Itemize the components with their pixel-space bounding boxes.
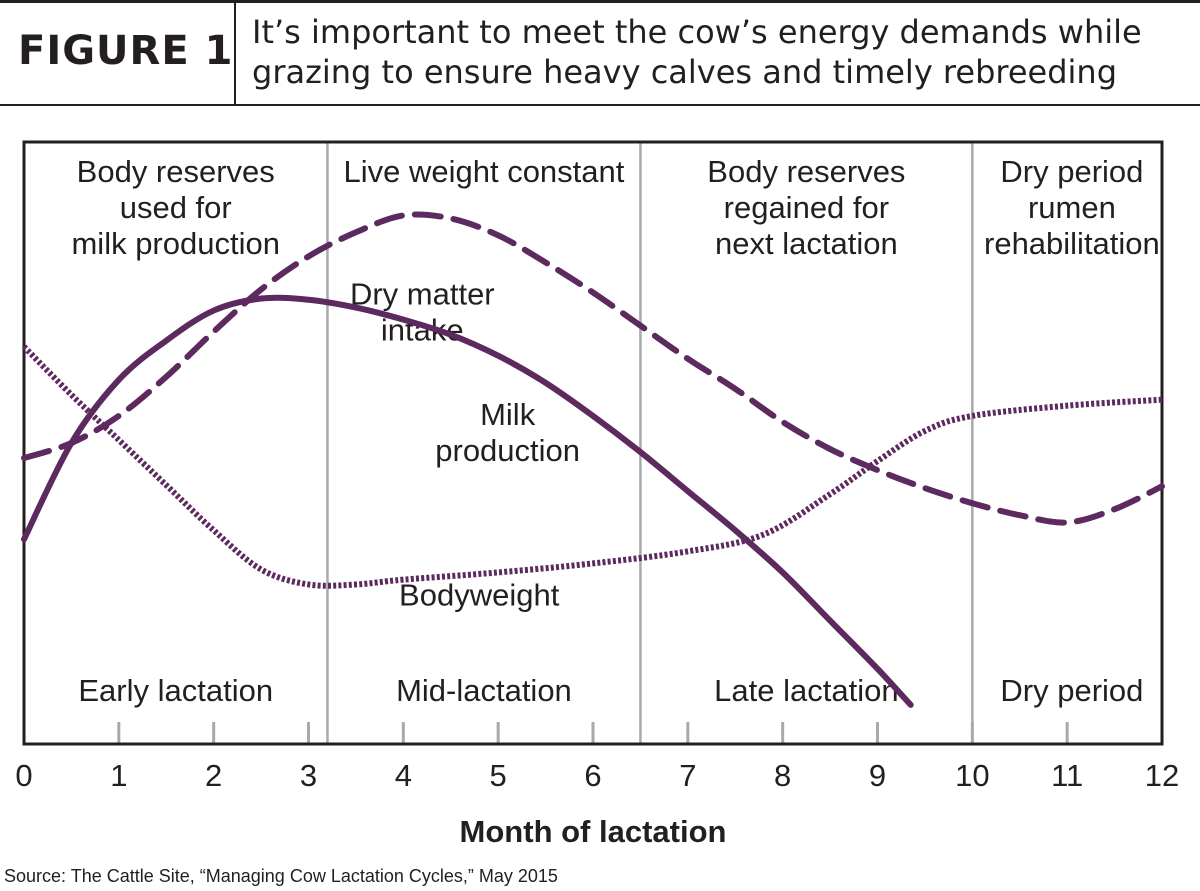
phase-4-description-line-3: rehabilitation [984, 226, 1160, 261]
plot-frame [22, 140, 1164, 746]
x-tick-label-12: 12 [1145, 758, 1179, 793]
phase-4-stage-label: Dry period [1000, 673, 1143, 708]
source-note: Source: The Cattle Site, “Managing Cow L… [4, 866, 558, 886]
x-tick-label-11: 11 [1051, 758, 1083, 793]
figure-label: FIGURE 1 [18, 28, 234, 74]
series-label-bodyweight-line-1: Bodyweight [399, 578, 560, 613]
x-axis-label: Month of lactation [460, 814, 727, 849]
phase-3-description-line-3: next lactation [715, 226, 898, 261]
phase-2-description-line-1: Live weight constant [343, 154, 624, 189]
phase-2-stage-label: Mid-lactation [396, 673, 572, 708]
x-tick-label-3: 3 [300, 758, 317, 793]
figure-header: FIGURE 1 It’s important to meet the cow’… [0, 0, 1200, 106]
phase-4-description-line-2: rumen [1028, 190, 1116, 225]
phase-1-description-line-3: milk production [71, 226, 279, 261]
phase-3-stage-label: Late lactation [714, 673, 898, 708]
figure-title-line-1: It’s important to meet the cow’s energy … [252, 13, 1142, 51]
x-tick-label-5: 5 [490, 758, 507, 793]
series-label-dry-matter-intake-line-1: Dry matter [350, 277, 495, 312]
series-line-milk-production [21, 294, 914, 708]
phase-4-description-line-1: Dry period [1000, 154, 1143, 189]
series-line-bodyweight [21, 344, 1163, 589]
x-tick-label-10: 10 [955, 758, 989, 793]
figure-title: It’s important to meet the cow’s energy … [252, 12, 1192, 92]
header-rule-bottom [0, 104, 1200, 106]
x-tick-label-6: 6 [584, 758, 601, 793]
phase-3-description-line-2: regained for [724, 190, 889, 225]
x-tick-label-1: 1 [110, 758, 127, 793]
series-label-milk-production-line-1: Milk [480, 397, 536, 432]
series-line-dry-matter-intake [21, 211, 1165, 526]
phase-3-description-line-1: Body reserves [707, 154, 905, 189]
x-tick-label-7: 7 [679, 758, 696, 793]
header-divider [234, 0, 236, 106]
x-tick-label-8: 8 [774, 758, 791, 793]
phase-1-description-line-2: used for [120, 190, 232, 225]
header-rule-top [0, 0, 1200, 3]
phase-1-stage-label: Early lactation [78, 673, 273, 708]
x-tick-label-0: 0 [15, 758, 32, 793]
x-tick-label-2: 2 [205, 758, 222, 793]
series-label-milk-production-line-2: production [435, 433, 580, 468]
phase-1-description-line-1: Body reserves [77, 154, 275, 189]
x-tick-label-9: 9 [869, 758, 886, 793]
figure-title-line-2: grazing to ensure heavy calves and timel… [252, 53, 1117, 91]
x-tick-label-4: 4 [395, 758, 412, 793]
